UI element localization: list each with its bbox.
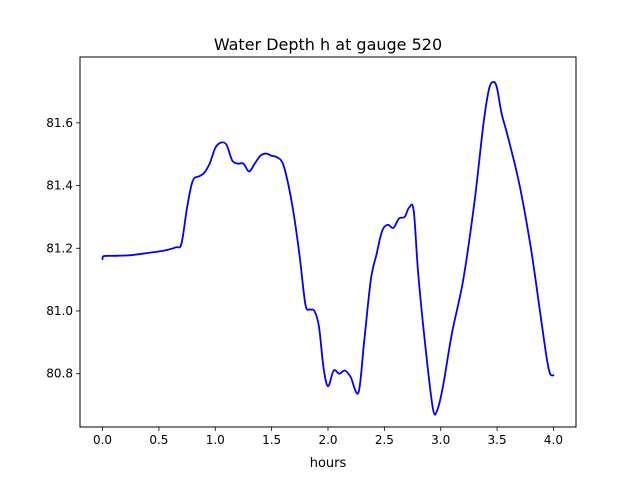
y-tick-label: 81.4 [46,179,73,193]
y-tick-label: 80.8 [46,367,73,381]
x-tick-label: 4.0 [544,433,563,447]
y-tick-label: 81.2 [46,241,73,255]
chart-title: Water Depth h at gauge 520 [214,35,442,54]
series-line [101,81,555,416]
x-tick-label: 2.0 [318,433,337,447]
plot-frame [79,56,577,428]
x-axis-label: hours [310,456,347,471]
x-tick-label: 1.0 [206,433,225,447]
x-tick-label: 0.5 [149,433,168,447]
axis-ticks: 0.0 0.5 1.0 1.5 2.0 2.5 3.0 3.5 4.0 80.8 81.0 81.2 8… [46,116,563,447]
x-tick-label: 3.0 [431,433,450,447]
y-tick-label: 81.0 [46,304,73,318]
x-tick-label: 3.5 [488,433,507,447]
y-tick-label: 81.6 [46,116,73,130]
x-tick-label: 2.5 [375,433,394,447]
x-tick-label: 0.0 [93,433,112,447]
x-tick-label: 1.5 [262,433,281,447]
